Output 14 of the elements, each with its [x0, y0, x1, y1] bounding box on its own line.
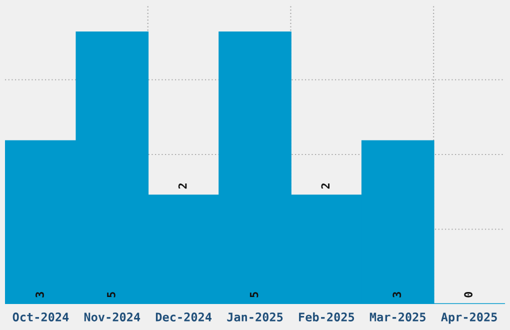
x-tick-label: Apr-2025: [441, 312, 497, 324]
data-label: 3: [392, 292, 402, 298]
data-label: 2: [178, 184, 187, 189]
data-label: 5: [107, 292, 116, 298]
data-label: 0: [464, 292, 473, 298]
data-label: 3: [36, 292, 44, 298]
x-tick-label: Feb-2025: [299, 312, 354, 322]
data-label: 2: [321, 184, 330, 189]
x-tick-label: Oct-2024: [12, 312, 69, 322]
data-label: 5: [250, 292, 258, 298]
x-tick-label: Mar-2025: [370, 312, 426, 322]
x-tick-label: Jan-2025: [227, 312, 283, 322]
x-tick-label: Dec-2024: [156, 312, 212, 322]
x-tick-label: Nov-2024: [84, 312, 140, 322]
